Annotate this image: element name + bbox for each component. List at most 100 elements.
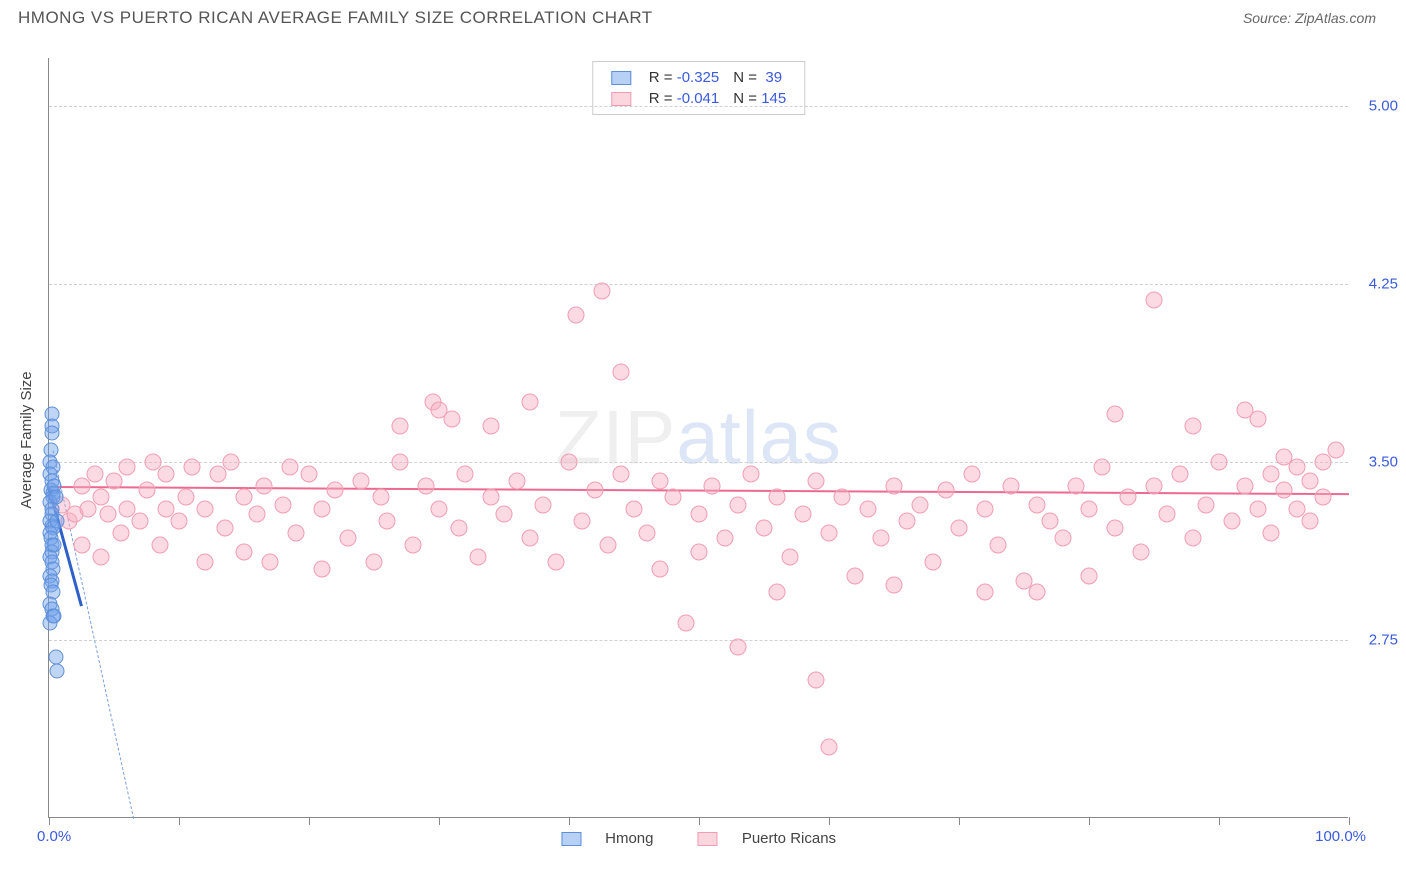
data-point (48, 649, 63, 664)
data-point (49, 663, 64, 678)
data-point (48, 490, 63, 505)
data-point (314, 501, 331, 518)
data-point (93, 489, 110, 506)
data-point (977, 501, 994, 518)
data-point (522, 529, 539, 546)
data-point (138, 482, 155, 499)
legend-stats-box: R = -0.325 N = 39 R = -0.041 N = 145 (592, 61, 805, 115)
y-tick-label: 4.25 (1369, 275, 1398, 292)
data-point (912, 496, 929, 513)
data-point (249, 506, 266, 523)
data-point (1133, 544, 1150, 561)
data-point (1328, 441, 1345, 458)
data-point (73, 536, 90, 553)
x-tick (1219, 817, 1220, 825)
data-point (93, 548, 110, 565)
x-tick (309, 817, 310, 825)
data-point (1211, 453, 1228, 470)
data-point (106, 472, 123, 489)
data-point (691, 544, 708, 561)
data-point (86, 465, 103, 482)
y-tick-label: 5.00 (1369, 97, 1398, 114)
data-point (1107, 406, 1124, 423)
data-point (977, 584, 994, 601)
data-point (717, 529, 734, 546)
data-point (288, 525, 305, 542)
data-point (600, 536, 617, 553)
data-point (44, 426, 59, 441)
data-point (769, 489, 786, 506)
data-point (509, 472, 526, 489)
data-point (236, 544, 253, 561)
data-point (938, 482, 955, 499)
data-point (1263, 525, 1280, 542)
data-point (561, 453, 578, 470)
data-point (1146, 477, 1163, 494)
data-point (535, 496, 552, 513)
data-point (847, 567, 864, 584)
data-point (1146, 292, 1163, 309)
data-point (613, 465, 630, 482)
data-point (795, 506, 812, 523)
data-point (340, 529, 357, 546)
data-point (171, 513, 188, 530)
chart-plot-area: ZIPatlas R = -0.325 N = 39 R = -0.041 N … (48, 58, 1348, 818)
x-min-label: 0.0% (37, 828, 71, 845)
data-point (314, 560, 331, 577)
data-point (782, 548, 799, 565)
data-point (366, 553, 383, 570)
data-point (275, 496, 292, 513)
data-point (177, 489, 194, 506)
data-point (1224, 513, 1241, 530)
data-point (353, 472, 370, 489)
data-point (1094, 458, 1111, 475)
data-point (1276, 482, 1293, 499)
data-point (834, 489, 851, 506)
data-point (1159, 506, 1176, 523)
data-point (886, 477, 903, 494)
data-point (1120, 489, 1137, 506)
data-point (236, 489, 253, 506)
data-point (756, 520, 773, 537)
data-point (1289, 458, 1306, 475)
data-point (457, 465, 474, 482)
grid-line (49, 640, 1348, 641)
data-point (281, 458, 298, 475)
data-point (372, 489, 389, 506)
data-point (743, 465, 760, 482)
data-point (405, 536, 422, 553)
data-point (327, 482, 344, 499)
data-point (444, 411, 461, 428)
swatch-pink-icon (611, 92, 631, 106)
data-point (1042, 513, 1059, 530)
data-point (1302, 472, 1319, 489)
data-point (678, 615, 695, 632)
data-point (626, 501, 643, 518)
x-tick (1349, 817, 1350, 825)
data-point (49, 514, 64, 529)
data-point (216, 520, 233, 537)
legend-series: Hmong Puerto Ricans (541, 830, 856, 847)
data-point (151, 536, 168, 553)
data-point (574, 513, 591, 530)
x-tick (699, 817, 700, 825)
data-point (1250, 501, 1267, 518)
data-point (593, 282, 610, 299)
data-point (548, 553, 565, 570)
x-max-label: 100.0% (1315, 828, 1366, 845)
data-point (47, 609, 62, 624)
data-point (639, 525, 656, 542)
y-axis-title: Average Family Size (18, 371, 35, 508)
x-tick (179, 817, 180, 825)
data-point (158, 465, 175, 482)
x-tick (49, 817, 50, 825)
data-point (821, 738, 838, 755)
data-point (1029, 584, 1046, 601)
data-point (197, 553, 214, 570)
source-label: Source: ZipAtlas.com (1243, 10, 1376, 26)
data-point (1315, 489, 1332, 506)
swatch-pink-icon (698, 832, 718, 846)
data-point (496, 506, 513, 523)
data-point (587, 482, 604, 499)
x-tick (829, 817, 830, 825)
